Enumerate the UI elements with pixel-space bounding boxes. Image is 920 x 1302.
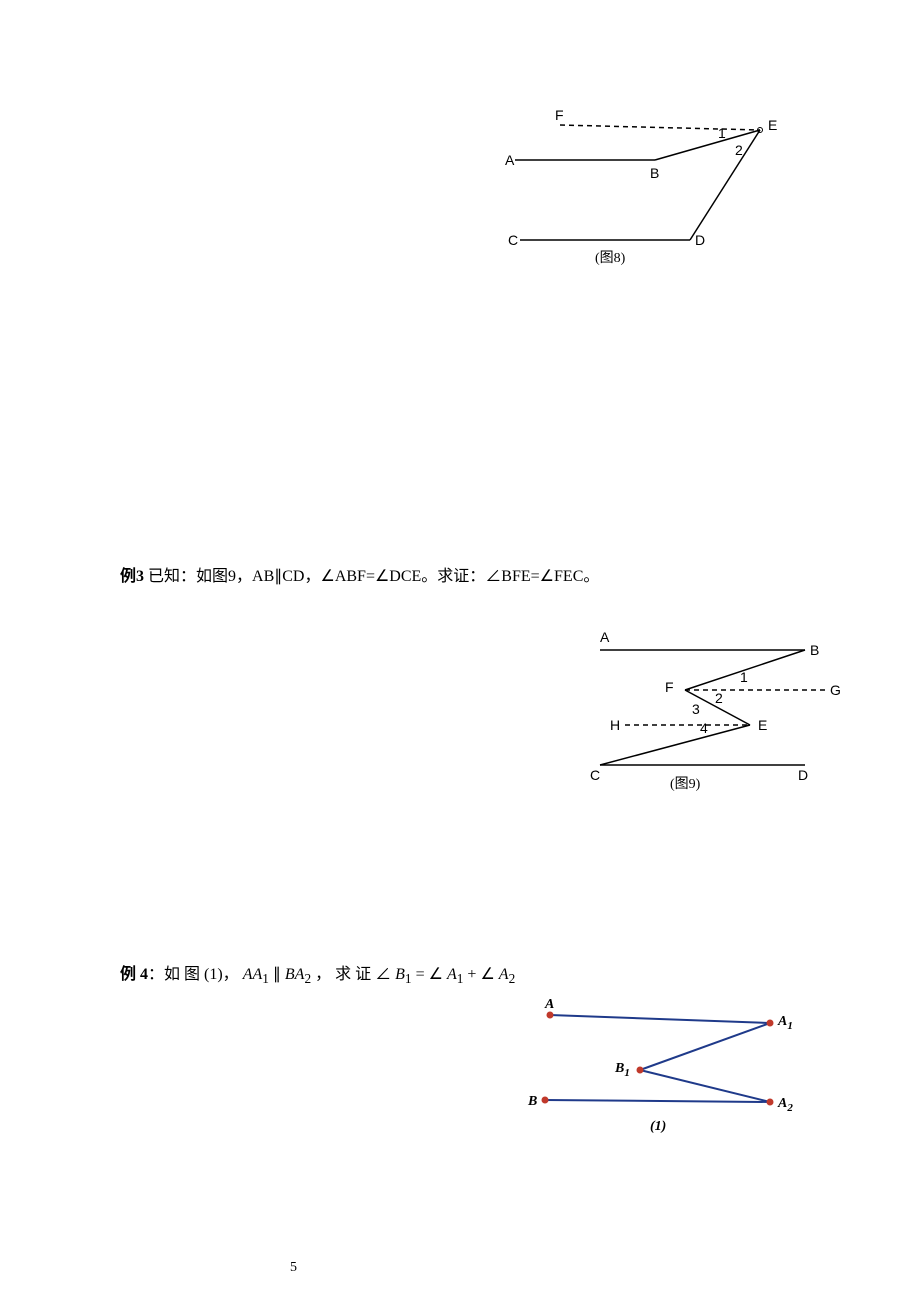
label-p4-A2: A2: [777, 1096, 793, 1114]
label-p4-B1: B1: [614, 1061, 630, 1079]
problem-4-text: 例 4：如 图 (1)， AA1 ∥ BA2 ， 求 证 ∠ B1 = ∠ A1…: [120, 960, 515, 987]
label-p4-A1: A1: [777, 1014, 793, 1032]
label-A9: A: [600, 629, 610, 645]
label-p4-A: A: [544, 997, 554, 1012]
figure-p4-svg: A A1 B1 B A2 (1): [450, 990, 820, 1160]
label-angle2: 2: [735, 142, 743, 158]
p4-m3s: 1: [405, 971, 412, 986]
label-C9: C: [590, 767, 600, 783]
label-B: B: [650, 165, 659, 181]
problem-4-label: 例 4: [120, 966, 148, 983]
label-E: E: [768, 117, 777, 133]
p4-m1: AA: [243, 966, 263, 983]
label-F9: F: [665, 679, 674, 695]
label-E9: E: [758, 717, 767, 733]
p4-eq: = ∠: [412, 966, 447, 983]
label-C: C: [508, 232, 518, 248]
p4-m5: A: [499, 966, 509, 983]
p4-t1: ：如 图 (1)，: [148, 966, 243, 983]
label-D: D: [695, 232, 705, 248]
label-D9: D: [798, 767, 808, 783]
label-H9: H: [610, 717, 620, 733]
label-p4-B: B: [527, 1094, 537, 1109]
figure-p4: A A1 B1 B A2 (1): [450, 990, 820, 1165]
label-G9: G: [830, 682, 841, 698]
figure9-caption: (图9): [670, 777, 701, 792]
figure-9: A B F G H E C D 1 2 3 4 (图9): [570, 620, 870, 825]
p4-t2: ， 求 证 ∠: [311, 966, 395, 983]
label-a3-9: 3: [692, 701, 700, 717]
label-A: A: [505, 152, 515, 168]
figure-8-svg: F E A B C D 1 2 (图8): [500, 100, 800, 300]
p4-m4: A: [447, 966, 457, 983]
page-number: 5: [290, 1260, 297, 1276]
figure8-caption: (图8): [595, 251, 626, 266]
label-B9: B: [810, 642, 819, 658]
figure-p4-caption: (1): [650, 1119, 666, 1134]
p4-m2: BA: [285, 966, 305, 983]
problem-3-body: 已知：如图9，AB∥CD，∠ABF=∠DCE。求证：∠BFE=∠FEC。: [144, 568, 599, 585]
problem-3-label: 例3: [120, 568, 144, 585]
figure-8: F E A B C D 1 2 (图8): [500, 100, 800, 305]
figure-9-svg: A B F G H E C D 1 2 3 4 (图9): [570, 620, 870, 820]
p4-m3: B: [395, 966, 405, 983]
label-a2-9: 2: [715, 690, 723, 706]
p4-m1s: 1: [262, 971, 269, 986]
label-a1-9: 1: [740, 669, 748, 685]
p4-par: ∥: [269, 966, 285, 983]
label-a4-9: 4: [700, 720, 708, 736]
p4-plus: + ∠: [463, 966, 498, 983]
label-F: F: [555, 107, 564, 123]
problem-3-text: 例3 已知：如图9，AB∥CD，∠ABF=∠DCE。求证：∠BFE=∠FEC。: [120, 562, 599, 586]
p4-m5s: 2: [509, 971, 516, 986]
label-angle1: 1: [718, 125, 726, 141]
